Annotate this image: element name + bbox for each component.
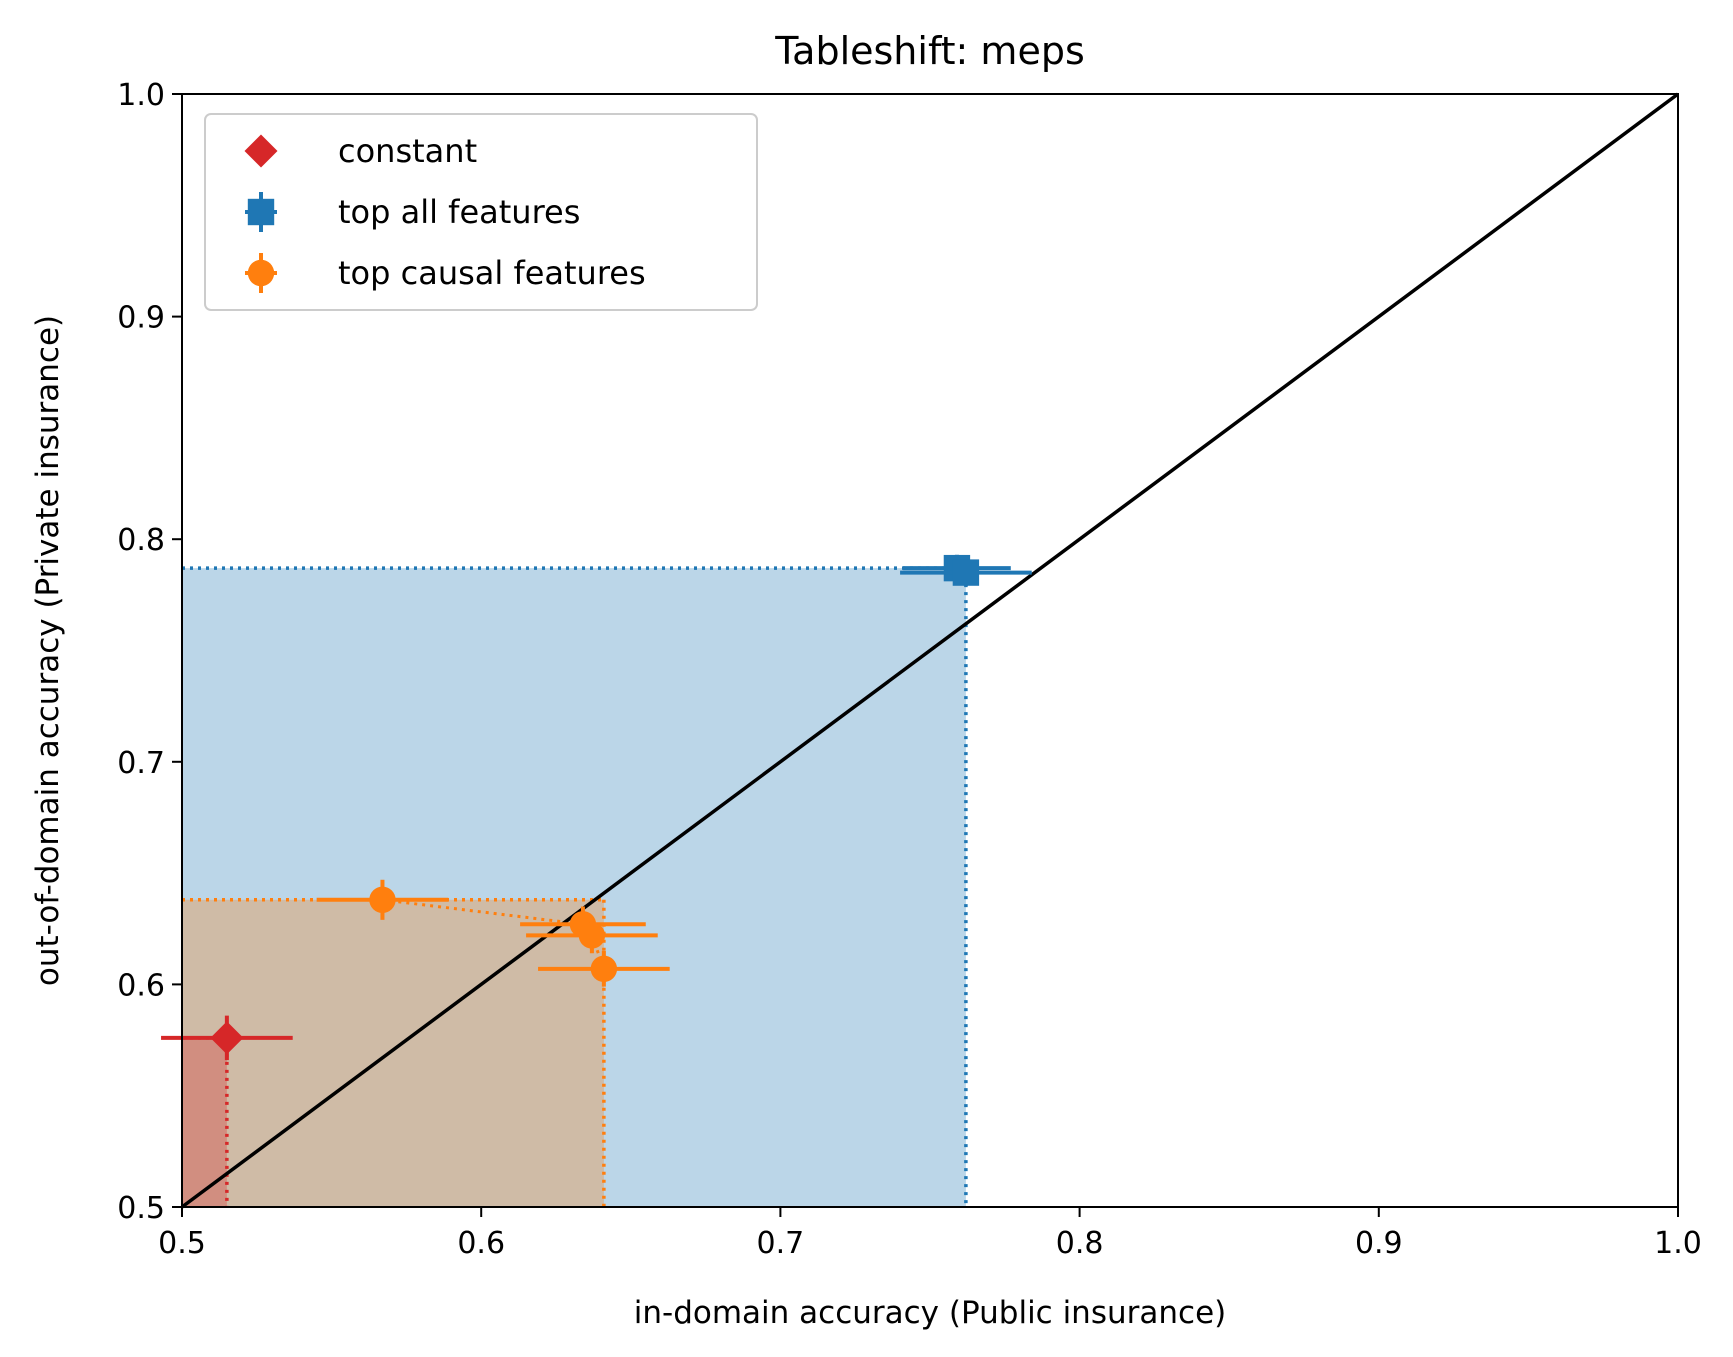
x-tick-label: 0.9 [1355, 1226, 1403, 1261]
x-tick-label: 0.5 [158, 1226, 206, 1261]
legend-marker [247, 198, 275, 226]
diagonal-reference-line [180, 92, 1680, 1209]
data-point [952, 559, 980, 586]
plot-frame [181, 93, 1679, 1208]
y-tick-label: 0.9 [117, 301, 165, 336]
y-tick-label: 0.8 [117, 523, 165, 558]
data-point [210, 1021, 244, 1055]
legend: constant top all features top causal featu… [204, 113, 758, 311]
legend-label: top causal features [338, 254, 646, 292]
y-tick-label: 1.0 [117, 78, 165, 113]
marks-layer [161, 92, 1680, 1209]
legend-box [204, 113, 758, 311]
x-tick-label: 0.7 [757, 1226, 805, 1261]
frontier-region [182, 568, 966, 1207]
y-axis-title: out-of-domain accuracy (Private insuranc… [30, 315, 66, 986]
shading-layer [182, 566, 968, 1207]
chart-title: Tableshift: meps [774, 29, 1085, 73]
x-tick-label: 0.8 [1056, 1226, 1104, 1261]
x-axis-title: in-domain accuracy (Public insurance) [634, 1295, 1226, 1331]
y-tick-label: 0.6 [117, 968, 165, 1003]
legend-label: constant [338, 132, 477, 170]
x-tick-label: 0.6 [457, 1226, 505, 1261]
legend-marker [244, 134, 278, 168]
legend-label: top all features [338, 193, 580, 231]
data-point [578, 922, 606, 949]
frontier-region [182, 1037, 227, 1207]
ticks-layer: 0.5 0.6 0.7 0.8 0.9 1.0 0.5 0.6 0.7 0.8 0.9 1.0 [117, 78, 1702, 1261]
x-tick-label: 1.0 [1654, 1226, 1702, 1261]
legend-marker [247, 259, 275, 287]
data-point [590, 955, 618, 983]
data-point [369, 886, 396, 914]
y-tick-label: 0.5 [117, 1191, 165, 1226]
y-tick-label: 0.7 [117, 746, 165, 781]
